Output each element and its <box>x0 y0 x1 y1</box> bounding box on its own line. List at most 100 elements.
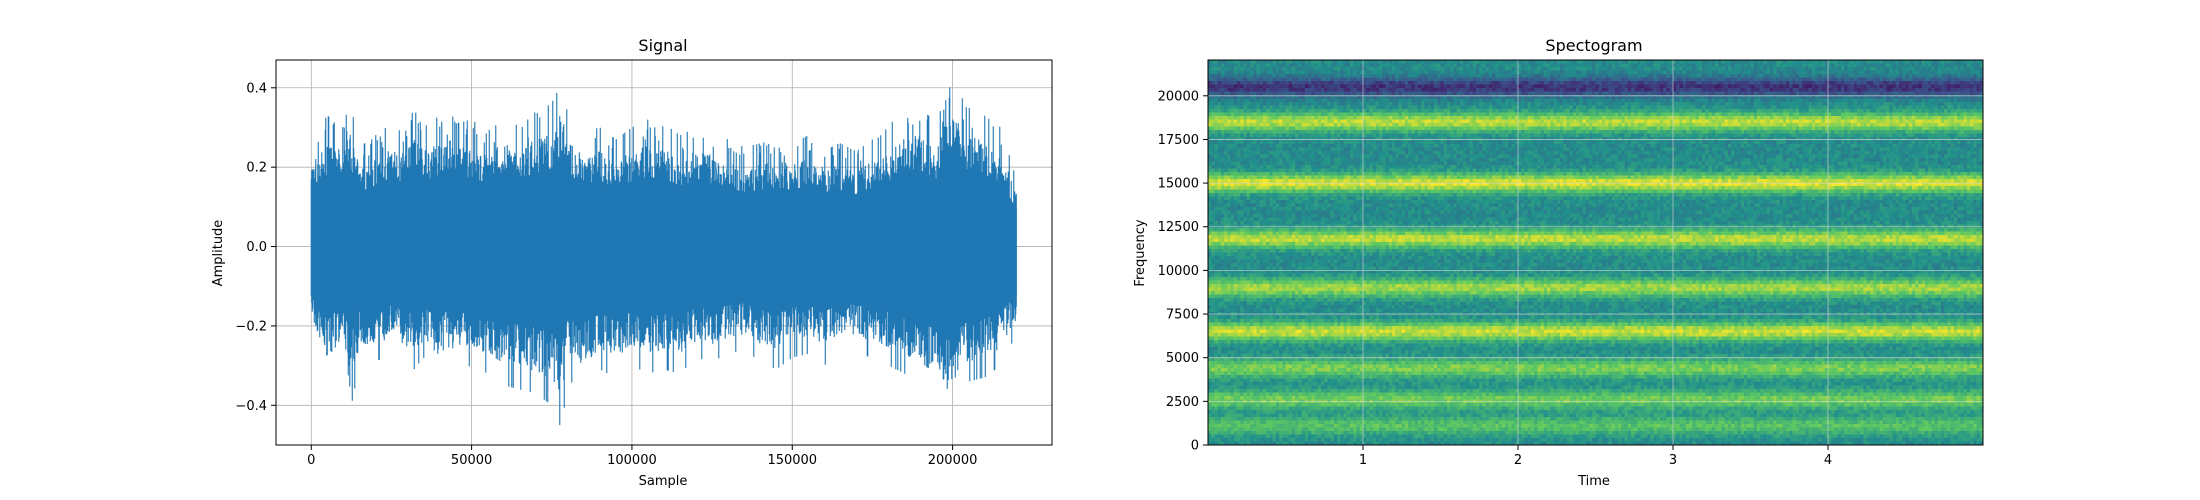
spectrogram-cell <box>1750 102 1755 106</box>
spectrogram-cell <box>1966 119 1971 124</box>
spectrogram-cell <box>1443 84 1448 89</box>
spectrogram-cell <box>1941 84 1945 89</box>
spectrogram-cell <box>1495 119 1500 124</box>
spectrogram-cell <box>1824 81 1829 85</box>
spectrogram-cell <box>1343 95 1348 99</box>
spectrogram-cell <box>1779 102 1784 106</box>
spectrogram-cell <box>1869 84 1874 89</box>
spectrogram-cell <box>1243 74 1248 78</box>
spectrogram-cell <box>1249 88 1254 92</box>
spectrogram-cell <box>1834 109 1839 113</box>
spectrogram-cell <box>1789 95 1793 99</box>
spectrogram-cell <box>1417 95 1422 99</box>
spectrogram-cell <box>1363 98 1367 103</box>
spectrogram-cell <box>1543 91 1548 96</box>
spectrogram-cell <box>1689 102 1693 106</box>
spectrogram-cell <box>1243 109 1248 113</box>
spectrogram-cell <box>1650 70 1655 75</box>
spectrogram-cell <box>1721 95 1726 99</box>
spectrogram-cell <box>1434 119 1438 124</box>
spectrogram-cell <box>1766 74 1771 78</box>
spectrogram-cell <box>1840 123 1845 127</box>
spectrogram-cell <box>1275 98 1280 103</box>
spectrogram-cell <box>1579 130 1583 134</box>
spectrogram-cell <box>1640 70 1645 75</box>
spectrogram-cell <box>1253 84 1257 89</box>
spectrogram-cell <box>1337 88 1341 92</box>
spectrogram-cell <box>1385 109 1390 113</box>
spectrogram-cell <box>1372 91 1377 96</box>
spectrogram-cell <box>1947 70 1952 75</box>
spectrogram-cell <box>1385 91 1390 96</box>
spectrogram-cell <box>1708 67 1713 71</box>
spectrogram-cell <box>1821 112 1826 117</box>
spectrogram-cell <box>1960 98 1965 103</box>
spectrogram-cell <box>1275 105 1280 110</box>
spectrogram-cell <box>1634 116 1638 120</box>
spectrogram-cell <box>1789 119 1793 124</box>
spectrogram-cell <box>1831 84 1835 89</box>
spectrogram-cell <box>1970 77 1974 82</box>
spectrogram-cell <box>1666 112 1671 117</box>
spectrogram-cell <box>1214 119 1219 124</box>
spectrogram-cell <box>1643 105 1648 110</box>
spectrogram-cell <box>1505 95 1509 99</box>
spectrogram-cell <box>1776 88 1780 92</box>
spectrogram-cell <box>1472 112 1477 117</box>
spectrogram-cell <box>1953 98 1958 103</box>
spectrogram-cell <box>1789 102 1793 106</box>
spectrogram-cell <box>1608 109 1613 113</box>
spectrogram-cell <box>1476 130 1480 134</box>
spectrogram-cell <box>1614 109 1619 113</box>
spectrogram-cell <box>1434 98 1438 103</box>
spectrogram-cell <box>1382 123 1387 127</box>
spectrogram-cell <box>1911 60 1916 64</box>
spectrogram-cell <box>1211 60 1215 64</box>
spectrogram-cell <box>1243 70 1248 75</box>
spectrogram-cell <box>1324 74 1328 78</box>
spectrogram-cell <box>1346 130 1351 134</box>
spectrogram-cell <box>1453 95 1458 99</box>
spectrogram-cell <box>1240 130 1244 134</box>
spectrogram-cell <box>1308 98 1312 103</box>
spectrogram-cell <box>1731 112 1735 117</box>
spectrogram-cell <box>1947 98 1952 103</box>
spectrogram-cell <box>1272 109 1277 113</box>
spectrogram-cell <box>1876 119 1881 124</box>
spectrogram-cell <box>1673 102 1677 106</box>
spectrogram-cell <box>1230 77 1235 82</box>
spectrogram-cell <box>1902 119 1906 124</box>
spectrogram-cell <box>1650 60 1655 64</box>
spectrogram-cell <box>1350 112 1354 117</box>
spectrogram-cell <box>1505 112 1509 117</box>
spectrogram-cell <box>1417 102 1422 106</box>
spectrogram-cell <box>1811 112 1816 117</box>
spectrogram-cell <box>1873 63 1877 68</box>
spectrogram-cell <box>1685 98 1690 103</box>
spectrogram-cell <box>1786 77 1790 82</box>
spectrogram-cell <box>1727 91 1732 96</box>
spectrogram-cell <box>1272 77 1277 82</box>
spectrogram-cell <box>1886 74 1890 78</box>
spectrogram-cell <box>1211 81 1215 85</box>
spectrogram-cell <box>1401 105 1406 110</box>
spectrogram-cell <box>1437 63 1441 68</box>
spectrogram-cell <box>1821 70 1826 75</box>
spectrogram-cell <box>1798 112 1803 117</box>
spectrogram-cell <box>1808 119 1813 124</box>
spectrogram-cell <box>1392 95 1396 99</box>
spectrogram-cell <box>1534 119 1538 124</box>
spectrogram-cell <box>1592 91 1596 96</box>
spectrogram-cell <box>1530 102 1535 106</box>
spectrogram-cell <box>1256 91 1261 96</box>
spectrogram-cell <box>1673 95 1677 99</box>
spectrogram-cell <box>1414 102 1419 106</box>
spectrogram-cell <box>1647 67 1651 71</box>
spectrogram-cell <box>1395 105 1399 110</box>
spectrogram-cell <box>1288 109 1293 113</box>
spectrogram-cell <box>1388 91 1393 96</box>
spectrogram-cell <box>1505 126 1509 131</box>
spectrogram-cell <box>1695 88 1700 92</box>
spectrogram-cell <box>1537 119 1542 124</box>
spectrogram-cell <box>1472 98 1477 103</box>
